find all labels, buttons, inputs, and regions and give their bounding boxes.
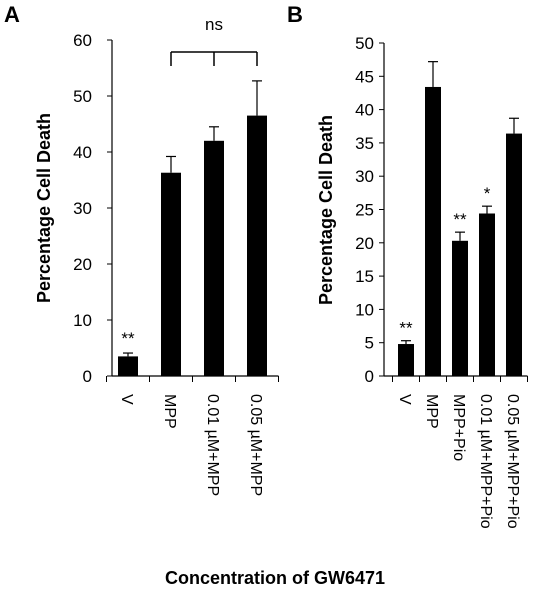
panel-a-significance-label: ** [121, 329, 135, 348]
panel-b-chart: 0 5 10 15 20 25 30 35 40 45 50 Percentage Cell Deat… [316, 34, 528, 529]
panel-b-category-label: MPP+Pio [450, 394, 467, 461]
panel-a-y-tick-label: 40 [73, 143, 92, 162]
panel-b-category-label: 0.05 µM+MPP+Pio [504, 394, 521, 529]
panel-b-y-tick-label: 45 [355, 67, 374, 86]
panel-b-y-tick-label: 5 [365, 334, 374, 353]
panel-a-category-label: 0.05 µM+MPP [247, 394, 264, 496]
panel-a-chart: 0 10 20 30 40 50 60 Percentage Cell Death ** V MPP… [34, 15, 279, 496]
panel-a-y-tick-label: 30 [73, 199, 92, 218]
panel-b-y-tick-label: 10 [355, 300, 374, 319]
panel-a-category-label: MPP [161, 394, 178, 429]
panel-a-y-tick-label: 60 [73, 31, 92, 50]
x-axis-title: Concentration of GW6471 [165, 568, 385, 588]
panel-b-y-tick-label: 30 [355, 167, 374, 186]
panel-b-bar [452, 240, 468, 376]
panel-a-y-tick-label: 50 [73, 87, 92, 106]
panel-a-y-tick-label: 10 [73, 311, 92, 330]
panel-b-significance-label: ** [399, 319, 413, 338]
panel-b-y-tick-label: 40 [355, 101, 374, 120]
panel-a-bracket-label: ns [205, 15, 223, 34]
panel-b-category-label: MPP [423, 394, 440, 429]
panel-b-letter: B [287, 2, 303, 27]
panel-a-y-tick-label: 20 [73, 255, 92, 274]
panel-a-bar [204, 140, 224, 376]
panel-b-bar [506, 133, 522, 376]
panel-a-category-label: V [118, 394, 135, 405]
panel-b-y-axis-label: Percentage Cell Death [316, 115, 336, 305]
panel-a-bar [118, 356, 138, 376]
panel-b-y-tick-label: 35 [355, 134, 374, 153]
panel-b-category-label: 0.01 µM+MPP+Pio [477, 394, 494, 529]
panel-a-letter: A [4, 2, 20, 27]
panel-a-bar [161, 172, 181, 376]
panel-a-y-tick-label: 0 [83, 367, 92, 386]
panel-b-significance-label: ** [453, 210, 467, 229]
panel-b-bar [425, 86, 441, 377]
panel-b-y-tick-label: 20 [355, 234, 374, 253]
panel-b-y-tick-label: 0 [365, 367, 374, 386]
panel-a-category-label: 0.01 µM+MPP [204, 394, 221, 496]
panel-b-y-tick-label: 25 [355, 201, 374, 220]
panel-a-y-axis-label: Percentage Cell Death [34, 113, 54, 303]
panel-b-significance-label: * [484, 184, 491, 203]
panel-b-category-label: V [396, 394, 413, 405]
panel-b-bar [479, 213, 495, 376]
panel-b-y-tick-label: 15 [355, 267, 374, 286]
panel-a-bar [247, 115, 267, 376]
panel-b-y-tick-label: 50 [355, 34, 374, 53]
panel-b-bar [398, 344, 414, 376]
